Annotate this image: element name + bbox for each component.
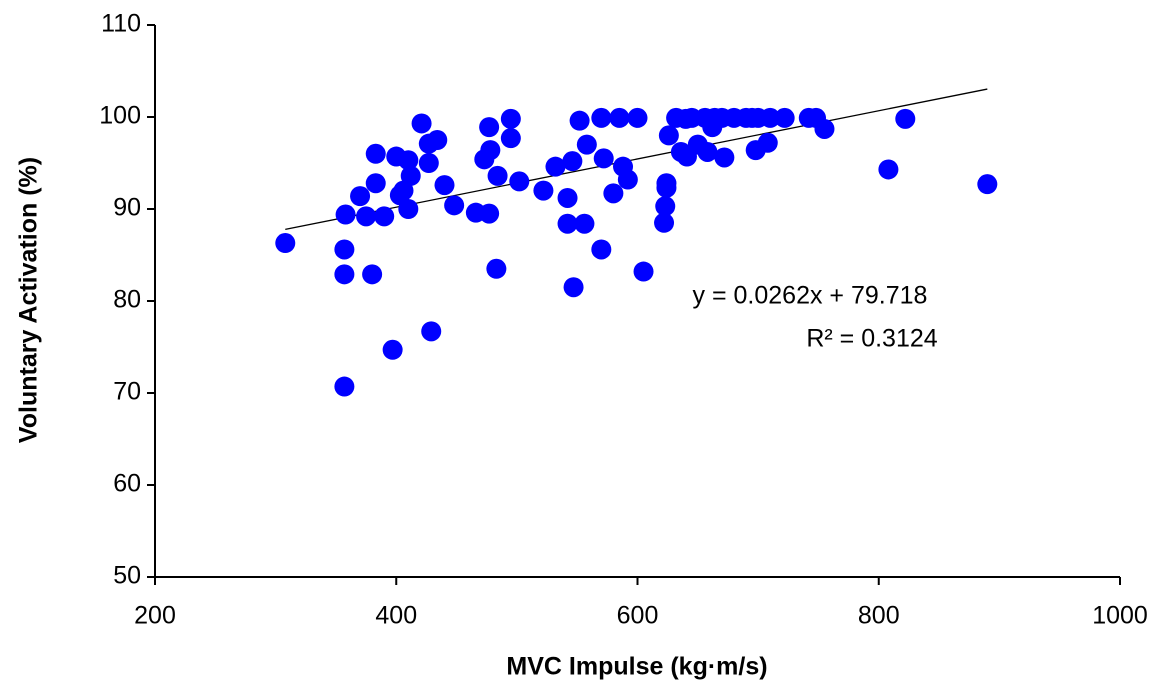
data-point [427,130,448,150]
y-axis-title: Voluntary Activation (%) [15,157,43,443]
data-point [609,107,630,128]
data-point [545,156,566,177]
data-point [398,150,419,171]
data-point [479,203,500,224]
y-tick-label: 80 [113,286,141,314]
y-tick-label: 50 [113,562,141,590]
x-tick-label: 200 [134,602,176,630]
data-point [878,159,899,180]
data-point [576,134,597,155]
data-point [557,187,578,208]
y-tick-label: 90 [113,194,141,222]
data-point [654,212,675,233]
x-tick-label: 400 [375,602,417,630]
data-point [486,258,507,279]
data-point [591,107,612,128]
data-point [480,140,501,161]
data-point [774,107,795,128]
data-point [356,206,377,227]
data-point [350,186,371,207]
y-tick-label: 60 [113,470,141,498]
data-point [479,117,500,138]
data-point [275,233,296,254]
data-point [574,213,595,234]
data-point [533,180,554,201]
data-point [434,175,455,196]
data-point [382,339,403,360]
data-point [334,239,355,260]
y-tick-label: 110 [101,10,141,38]
data-point [655,196,676,217]
data-point [563,277,584,298]
data-point [977,174,998,195]
y-tick-label: 70 [113,378,141,406]
data-point [398,199,419,219]
data-point [757,132,778,153]
data-point [500,128,521,149]
data-point [487,165,508,186]
data-point [569,110,590,131]
data-point [500,108,521,129]
data-point [374,206,395,227]
data-point [421,321,442,342]
x-tick-label: 800 [858,602,900,630]
data-point [627,107,648,128]
data-point [557,213,578,234]
data-point [593,148,614,169]
data-point [714,147,735,168]
data-point [400,165,421,186]
data-point [444,195,465,216]
data-point [418,153,439,173]
y-tick-label: 100 [99,102,141,130]
data-point [658,125,679,146]
data-point [411,113,432,134]
data-point [335,204,356,225]
data-point [334,376,355,397]
data-point [656,173,677,194]
data-point [362,264,383,285]
x-axis-title: MVC Impulse (kg·m/s) [506,653,767,681]
data-point [365,143,386,164]
data-point [814,118,835,139]
data-point [334,264,355,285]
data-point [603,183,624,204]
data-point [617,169,638,190]
trendline-r2: R² = 0.3124 [806,325,937,353]
x-tick-label: 600 [617,602,659,630]
data-point [562,151,583,172]
data-point [365,173,386,194]
data-point [895,108,916,129]
data-point [697,141,718,162]
x-tick-label: 1000 [1092,602,1148,630]
trendline-equation: y = 0.0262x + 79.718 [693,282,928,310]
data-point [760,107,781,128]
data-point [633,261,654,282]
data-point [591,239,612,260]
data-point [509,171,530,192]
